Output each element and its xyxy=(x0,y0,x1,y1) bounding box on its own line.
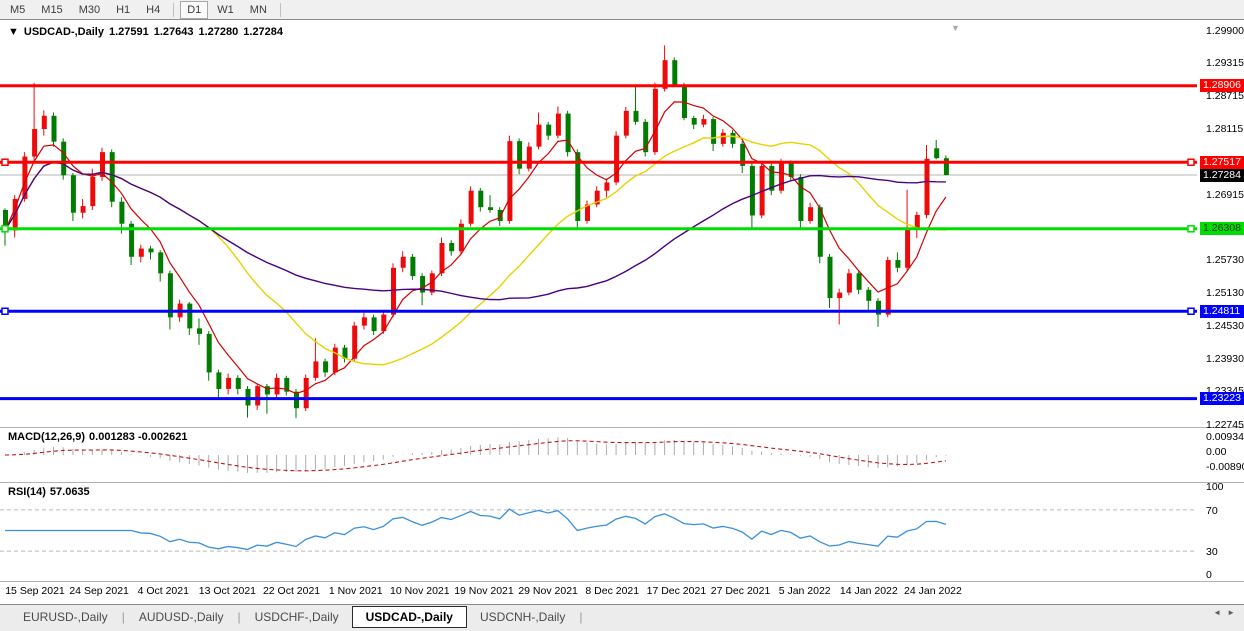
candlestick-series[interactable] xyxy=(3,45,949,419)
rsi-indicator-label: RSI(14) 57.0635 xyxy=(8,486,94,498)
date-axis-label: 29 Nov 2021 xyxy=(518,585,578,597)
tab-separator: | xyxy=(579,609,583,624)
tab-separator: | xyxy=(121,609,125,624)
symbol-label: USDCAD-,Daily xyxy=(23,26,104,38)
macd-histogram xyxy=(14,437,947,473)
timeframe-button-d1[interactable]: D1 xyxy=(180,0,209,19)
collapse-arrow-icon[interactable]: ▼ xyxy=(8,26,19,38)
price-axis-tick: 1.29900 xyxy=(1206,24,1244,37)
macd-name: MACD(12,26,9) xyxy=(8,431,86,443)
line-price-tag: 1.23223 xyxy=(1200,392,1244,406)
date-axis-label: 17 Dec 2021 xyxy=(646,585,707,597)
date-axis-label: 27 Dec 2021 xyxy=(710,585,771,597)
price-axis-tick: 1.26915 xyxy=(1206,188,1244,201)
rsi-value: 57.0635 xyxy=(49,486,90,498)
ma-mid-line xyxy=(4,135,946,366)
macd-signal-line xyxy=(4,440,946,472)
line-handle[interactable] xyxy=(1187,307,1195,315)
price-axis-tick: 1.22745 xyxy=(1206,418,1244,431)
rsi-axis-label: 30 xyxy=(1206,545,1218,558)
rsi-axis-label: 0 xyxy=(1206,568,1212,581)
symbol-tab-usdcnh[interactable]: USDCNH-,Daily xyxy=(479,609,566,624)
high-value: 1.27643 xyxy=(153,26,194,38)
date-axis-label: 10 Nov 2021 xyxy=(390,585,450,597)
timeframe-button-m5[interactable]: M5 xyxy=(10,3,26,16)
line-handle[interactable] xyxy=(1,307,9,315)
tab-scroll-arrows: ◄► xyxy=(1213,608,1241,617)
macd-indicator-label: MACD(12,26,9) 0.001283 -0.002621 xyxy=(8,431,192,443)
price-axis-tick: 1.29315 xyxy=(1206,56,1244,69)
open-value: 1.27591 xyxy=(108,26,149,38)
date-axis-label: 22 Oct 2021 xyxy=(262,585,321,597)
rsi-axis-label: 100 xyxy=(1206,480,1224,493)
date-axis-label: 14 Jan 2022 xyxy=(839,585,898,597)
date-axis-label: 13 Oct 2021 xyxy=(198,585,257,597)
timeframe-button-m15[interactable]: M15 xyxy=(41,3,63,16)
rsi-line xyxy=(5,508,947,551)
scroll-right-icon[interactable]: ► xyxy=(1227,608,1241,617)
symbol-tab-usdcad[interactable]: USDCAD-,Daily xyxy=(351,605,467,628)
date-axis-label: 19 Nov 2021 xyxy=(454,585,514,597)
chart-tab-bar: EURUSD-,Daily | AUDUSD-,Daily | USDCHF-,Dail… xyxy=(0,604,1244,631)
timeframe-toolbar: M5 M15 M30 H1 H4 D1 W1 MN xyxy=(0,0,1244,20)
symbol-tab-usdchf[interactable]: USDCHF-,Daily xyxy=(254,609,339,624)
ma-slow-line xyxy=(4,161,946,301)
timeframe-button-h1[interactable]: H1 xyxy=(116,3,131,16)
line-handle[interactable] xyxy=(1187,225,1195,233)
price-axis-tick: 1.23930 xyxy=(1206,353,1244,366)
timeframe-button-mn[interactable]: MN xyxy=(249,3,267,16)
ma-fast-line xyxy=(4,101,947,395)
timeframe-button-h4[interactable]: H4 xyxy=(146,3,161,16)
close-value: 1.27284 xyxy=(243,26,284,38)
date-axis-label: 24 Jan 2022 xyxy=(904,585,962,597)
date-axis-label: 15 Sep 2021 xyxy=(5,585,65,597)
price-axis-tick: 1.25130 xyxy=(1206,287,1244,300)
symbol-tab-audusd[interactable]: AUDUSD-,Daily xyxy=(138,609,224,624)
price-axis-tick: 1.28115 xyxy=(1206,122,1244,135)
line-price-tag: 1.28906 xyxy=(1200,79,1244,93)
date-axis-label: 24 Sep 2021 xyxy=(69,585,129,597)
date-axis-label: 4 Oct 2021 xyxy=(137,585,189,597)
date-axis-label: 1 Nov 2021 xyxy=(328,585,383,597)
line-handle[interactable] xyxy=(1,225,9,233)
macd-axis-label: 0.009345 xyxy=(1206,430,1244,443)
price-chart-canvas[interactable] xyxy=(0,21,1244,631)
chart-title: ▼ USDCAD-,Daily 1.27591 1.27643 1.27280 1.272… xyxy=(8,26,288,38)
symbol-tab-eurusd[interactable]: EURUSD-,Daily xyxy=(23,609,108,624)
line-price-tag: 1.24811 xyxy=(1200,304,1244,318)
macd-axis-label: 0.00 xyxy=(1206,445,1227,458)
toolbar-separator xyxy=(279,2,281,17)
price-axis-tick: 1.24530 xyxy=(1206,320,1244,333)
toolbar-separator xyxy=(173,2,175,17)
timeframe-button-m30[interactable]: M30 xyxy=(78,3,101,16)
line-handle[interactable] xyxy=(1,158,9,166)
rsi-axis-label: 70 xyxy=(1206,504,1218,517)
symbol-tabs: EURUSD-,Daily | AUDUSD-,Daily | USDCHF-,Dail… xyxy=(0,605,1244,628)
price-axis-tick: 1.28715 xyxy=(1206,89,1244,102)
timeframe-button-w1[interactable]: W1 xyxy=(217,3,234,16)
date-axis-label: 5 Jan 2022 xyxy=(778,585,831,597)
scroll-left-icon[interactable]: ◄ xyxy=(1213,608,1228,617)
date-axis-label: 8 Dec 2021 xyxy=(585,585,640,597)
line-handle[interactable] xyxy=(1187,158,1195,166)
price-axis-tick: 1.25730 xyxy=(1206,254,1244,267)
current-price-tag: 1.27284 xyxy=(1200,168,1244,182)
macd-values: 0.001283 -0.002621 xyxy=(89,431,188,443)
low-value: 1.27280 xyxy=(198,26,239,38)
line-price-tag: 1.27517 xyxy=(1200,155,1244,169)
rsi-name: RSI(14) xyxy=(8,486,46,498)
tab-separator: | xyxy=(237,609,241,624)
chart-shift-marker-icon[interactable]: ▼ xyxy=(951,23,960,33)
macd-axis-label: -0.008902 xyxy=(1206,460,1244,473)
line-price-tag: 1.26308 xyxy=(1200,222,1244,236)
